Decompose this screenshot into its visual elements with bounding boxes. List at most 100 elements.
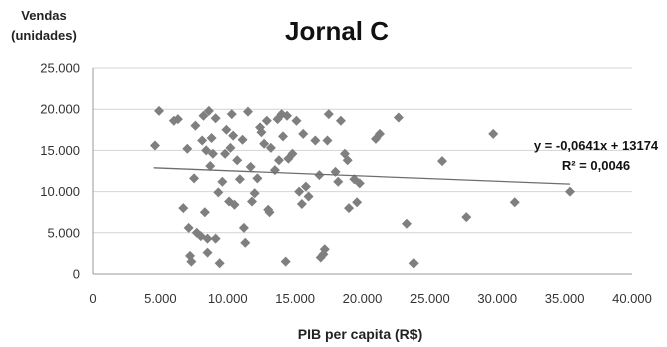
data-point <box>273 155 284 166</box>
y-tick-label: 5.000 <box>47 225 80 240</box>
data-point <box>210 233 221 244</box>
data-point <box>287 148 298 159</box>
data-point <box>240 237 251 248</box>
data-point <box>401 218 412 229</box>
data-point <box>296 198 307 209</box>
data-point <box>154 105 165 116</box>
data-point <box>314 170 325 181</box>
x-tick-label: 25.000 <box>410 291 450 306</box>
y-axis-label-line-2: (unidades) <box>11 28 77 43</box>
data-point <box>265 142 276 153</box>
data-point <box>245 161 256 172</box>
data-point <box>242 106 253 117</box>
x-tick-label: 15.000 <box>275 291 315 306</box>
data-point <box>352 197 363 208</box>
data-point <box>202 247 213 258</box>
trendline <box>153 167 571 185</box>
x-tick-label: 5.000 <box>144 291 177 306</box>
data-point <box>185 250 196 261</box>
y-tick-label: 0 <box>73 267 80 282</box>
data-point <box>198 110 209 121</box>
data-point <box>252 173 263 184</box>
data-point <box>344 203 355 214</box>
data-point <box>249 188 260 199</box>
data-point <box>310 135 321 146</box>
data-point <box>264 207 275 218</box>
x-tick-label: 40.000 <box>612 291 652 306</box>
x-axis-label: PIB per capita (R$) <box>298 326 422 342</box>
data-point <box>393 112 404 123</box>
data-point <box>354 178 365 189</box>
data-point <box>408 258 419 269</box>
data-point <box>189 173 200 184</box>
y-axis-label-line-1: Vendas <box>21 8 67 23</box>
data-point <box>206 133 217 144</box>
x-tick-label: 30.000 <box>477 291 517 306</box>
data-point <box>269 165 280 176</box>
data-point <box>220 148 231 159</box>
data-point <box>214 258 225 269</box>
data-point <box>229 199 240 210</box>
y-tick-label: 15.000 <box>40 143 80 158</box>
data-point <box>178 203 189 214</box>
x-tick-label: 0 <box>89 291 96 306</box>
data-point <box>247 196 258 207</box>
data-point <box>183 222 194 233</box>
data-point <box>509 197 520 208</box>
data-point <box>375 128 386 139</box>
data-point <box>319 244 330 255</box>
data-point <box>261 115 272 126</box>
data-point <box>172 114 183 125</box>
data-point <box>232 155 243 166</box>
data-point <box>256 127 267 138</box>
data-point <box>228 130 239 141</box>
x-tick-labels: 0 5.000 10.000 15.000 20.000 25.000 30.000 35.0… <box>89 291 652 306</box>
data-point <box>237 134 248 145</box>
data-point <box>294 186 305 197</box>
data-point <box>234 174 245 185</box>
data-point <box>300 181 311 192</box>
data-point <box>205 161 216 172</box>
data-point <box>213 187 224 198</box>
x-tick-label: 10.000 <box>208 291 248 306</box>
data-point <box>182 143 193 154</box>
data-point <box>303 191 314 202</box>
data-point <box>259 138 270 149</box>
axes <box>92 68 632 275</box>
data-point <box>210 113 221 124</box>
data-point <box>190 120 201 131</box>
trendline-group <box>153 167 571 185</box>
data-point <box>221 124 232 135</box>
data-point <box>335 115 346 126</box>
y-tick-label: 25.000 <box>40 61 80 76</box>
data-point <box>217 176 228 187</box>
data-point <box>238 222 249 233</box>
data-point <box>461 212 472 223</box>
data-point <box>186 256 197 267</box>
gridlines <box>93 67 632 234</box>
data-point <box>333 176 344 187</box>
data-point <box>199 207 210 218</box>
data-point <box>488 128 499 139</box>
data-points <box>149 105 576 269</box>
trendline-equation: y = -0,0641x + 13174 <box>534 138 659 153</box>
x-tick-label: 35.000 <box>545 291 585 306</box>
data-point <box>202 233 213 244</box>
data-point <box>565 186 576 197</box>
data-point <box>277 131 288 142</box>
trendline-r-squared: R² = 0,0046 <box>562 158 630 173</box>
y-tick-labels: 0 5.000 10.000 15.000 20.000 25.000 <box>40 61 80 282</box>
x-tick-label: 20.000 <box>343 291 383 306</box>
data-point <box>282 110 293 121</box>
data-point <box>280 256 291 267</box>
data-point <box>149 140 160 151</box>
data-point <box>201 145 212 156</box>
data-point <box>203 105 214 116</box>
data-point <box>322 135 333 146</box>
chart-title: Jornal C <box>285 16 389 46</box>
data-point <box>291 115 302 126</box>
data-point <box>342 155 353 166</box>
data-point <box>207 148 218 159</box>
data-point <box>225 142 236 153</box>
